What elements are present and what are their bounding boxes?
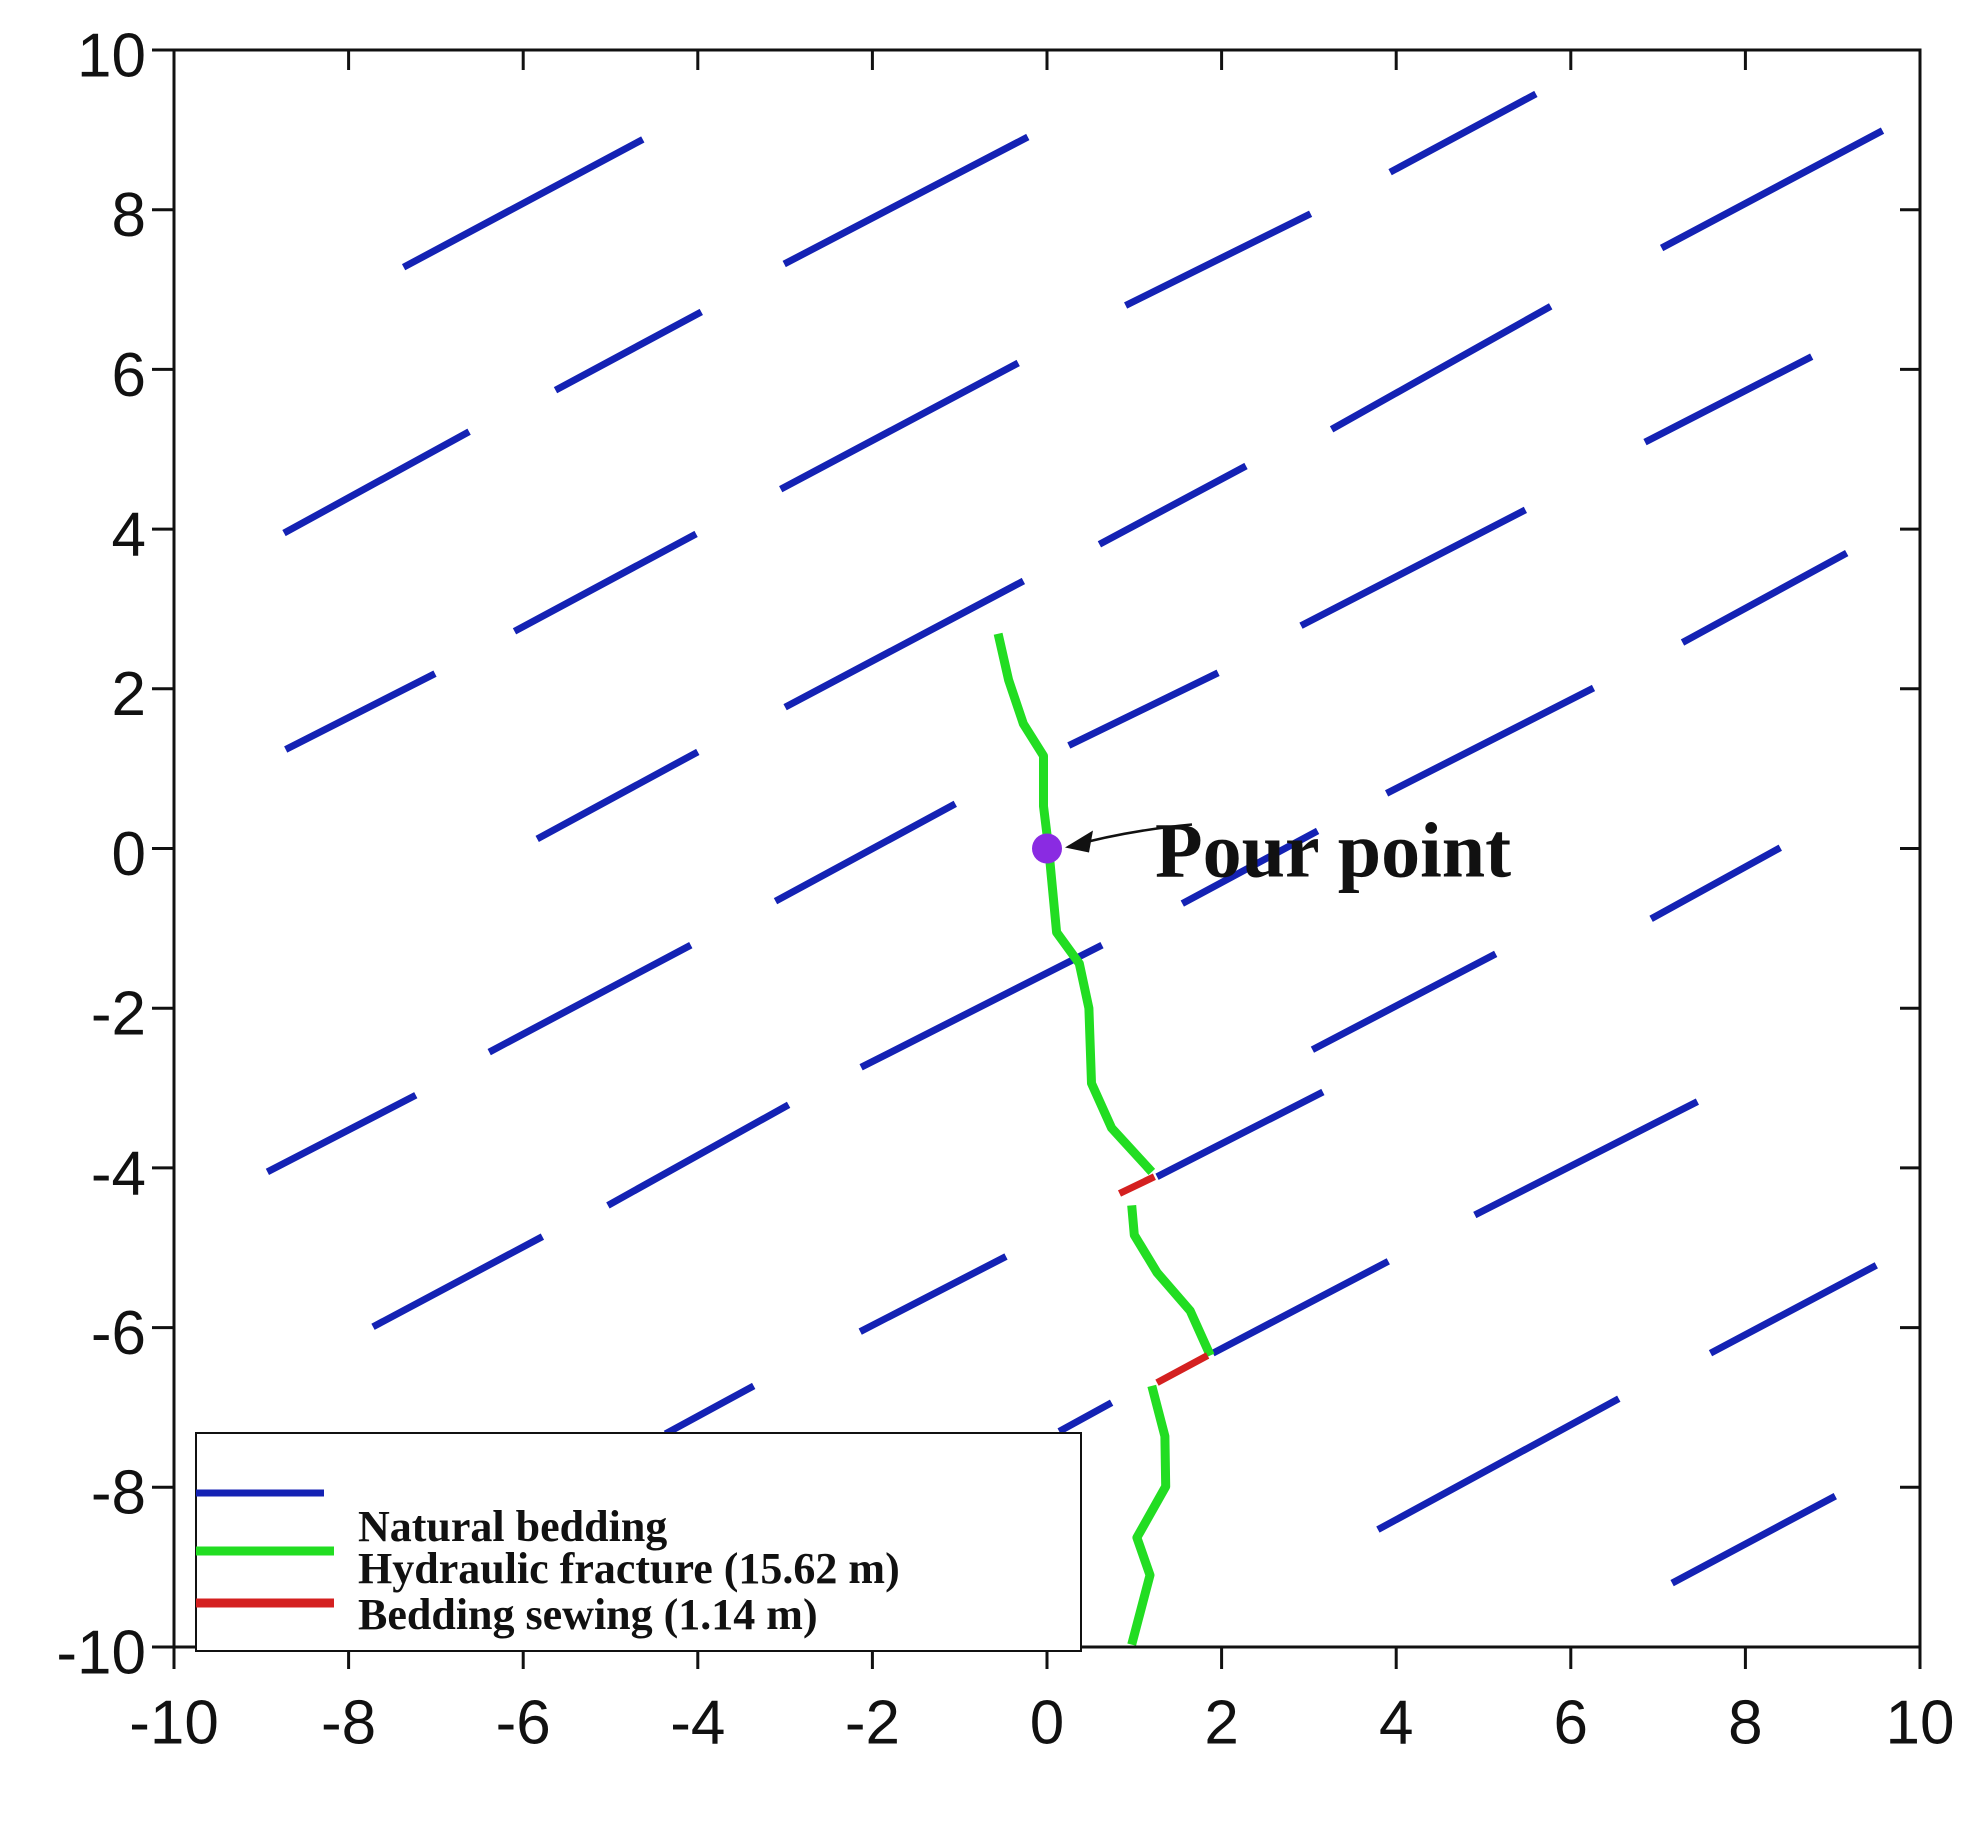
x-tick-label: 0 [1030,1688,1064,1757]
x-tick-label: 4 [1379,1688,1413,1757]
y-tick-label: -2 [91,980,146,1049]
x-tick-label: 8 [1728,1688,1762,1757]
x-tick-label: -8 [321,1688,376,1757]
legend-label: Bedding sewing (1.14 m) [358,1590,818,1639]
x-tick-label: 10 [1886,1688,1955,1757]
series-line [993,632,1215,1646]
annotation-marker [1032,833,1062,864]
x-tick-label: -2 [845,1688,900,1757]
x-tick-label: 6 [1554,1688,1588,1757]
y-tick-label: -4 [91,1139,146,1208]
series-line [265,90,1885,1587]
y-tick-label: -10 [56,1618,146,1687]
annotation-arrowhead [1065,830,1093,853]
x-tick-label: -4 [670,1688,725,1757]
y-tick-label: 8 [112,181,146,250]
legend-label: Hydraulic fracture (15.62 m) [358,1544,900,1593]
series-line [1117,1173,1210,1386]
y-tick-label: -6 [91,1299,146,1368]
y-tick-label: 4 [112,500,146,569]
y-tick-label: 0 [112,820,146,889]
legend-box [195,1432,1082,1652]
annotation-text: Pour point [1155,806,1511,893]
x-tick-label: 2 [1204,1688,1238,1757]
y-tick-label: 2 [112,660,146,729]
y-tick-label: 10 [77,21,146,90]
x-tick-label: -10 [129,1688,219,1757]
legend-label: Natural bedding [358,1502,667,1551]
y-tick-label: 6 [112,341,146,410]
x-tick-label: -6 [496,1688,551,1757]
y-tick-label: -8 [91,1459,146,1528]
